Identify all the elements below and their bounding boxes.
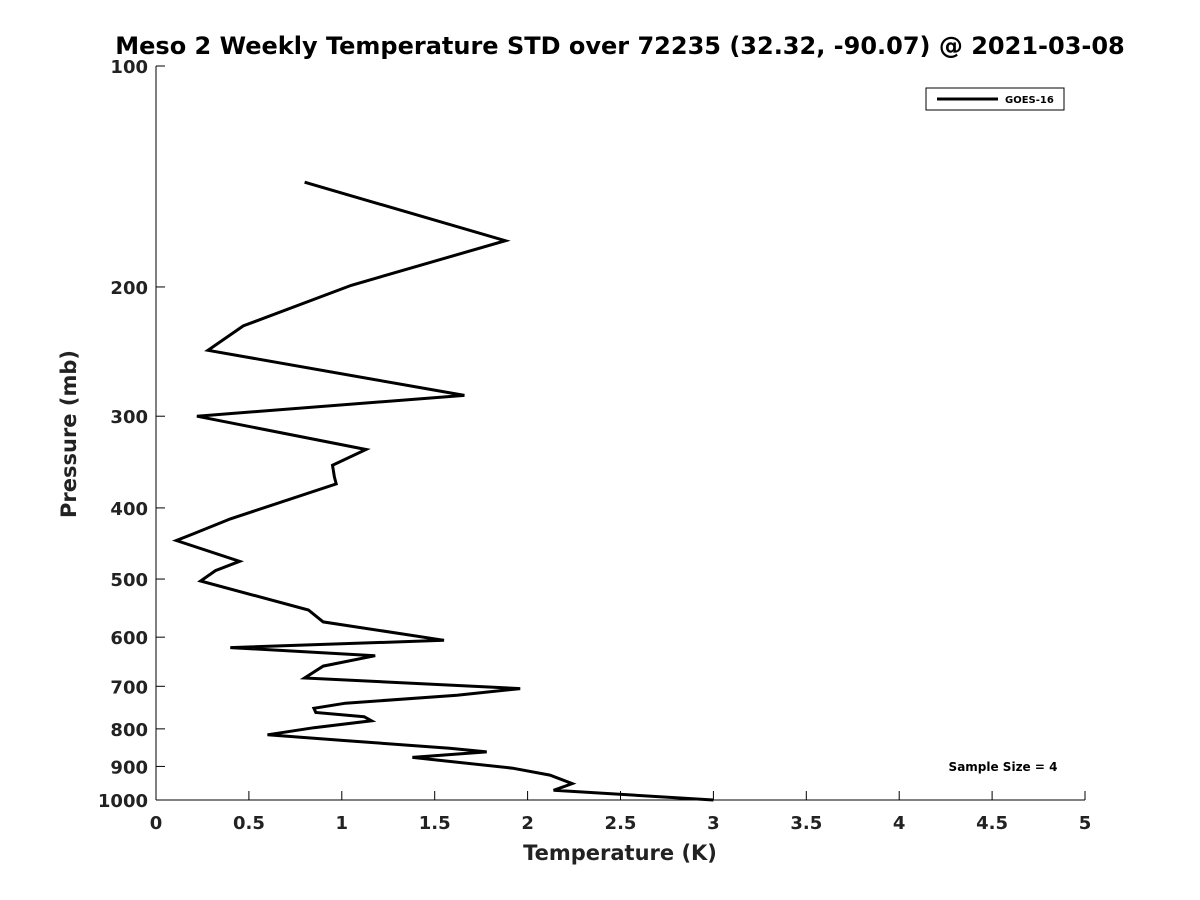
x-tick-label: 3 — [707, 813, 720, 834]
x-tick-label: 1.5 — [419, 813, 451, 834]
y-tick-label: 100 — [110, 57, 148, 78]
sample-size-annotation: Sample Size = 4 — [949, 760, 1058, 774]
y-tick-label: 400 — [110, 499, 148, 520]
y-tick-label: 200 — [110, 278, 148, 299]
y-tick-label: 500 — [110, 570, 148, 591]
x-tick-label: 5 — [1079, 813, 1092, 834]
chart-title: Meso 2 Weekly Temperature STD over 72235… — [115, 32, 1125, 60]
x-tick-label: 3.5 — [790, 813, 822, 834]
y-tick-label: 300 — [110, 407, 148, 428]
series-line-goes-16 — [171, 180, 714, 802]
x-axis-label: Temperature (K) — [523, 841, 717, 865]
x-tick-label: 2.5 — [605, 813, 637, 834]
y-axis: 100 200 300 400 500 600 700 800 900 1000 — [98, 57, 165, 812]
x-tick-label: 0 — [150, 813, 163, 834]
y-tick-label: 700 — [110, 677, 148, 698]
y-tick-label: 900 — [110, 757, 148, 778]
x-tick-label: 2 — [521, 813, 534, 834]
x-tick-label: 0.5 — [233, 813, 265, 834]
y-axis-label: Pressure (mb) — [57, 350, 81, 518]
legend-label-goes-16: GOES-16 — [1005, 95, 1054, 106]
x-tick-label: 4 — [893, 813, 906, 834]
y-tick-label: 1000 — [98, 791, 148, 812]
x-axis: 0 0.5 1 1.5 2 2.5 3 3.5 4 4.5 5 — [150, 791, 1092, 834]
y-tick-label: 800 — [110, 720, 148, 741]
plot-area — [155, 66, 1085, 802]
legend: GOES-16 — [925, 87, 1065, 111]
x-tick-label: 1 — [336, 813, 349, 834]
y-tick-label: 600 — [110, 628, 148, 649]
x-tick-label: 4.5 — [976, 813, 1008, 834]
